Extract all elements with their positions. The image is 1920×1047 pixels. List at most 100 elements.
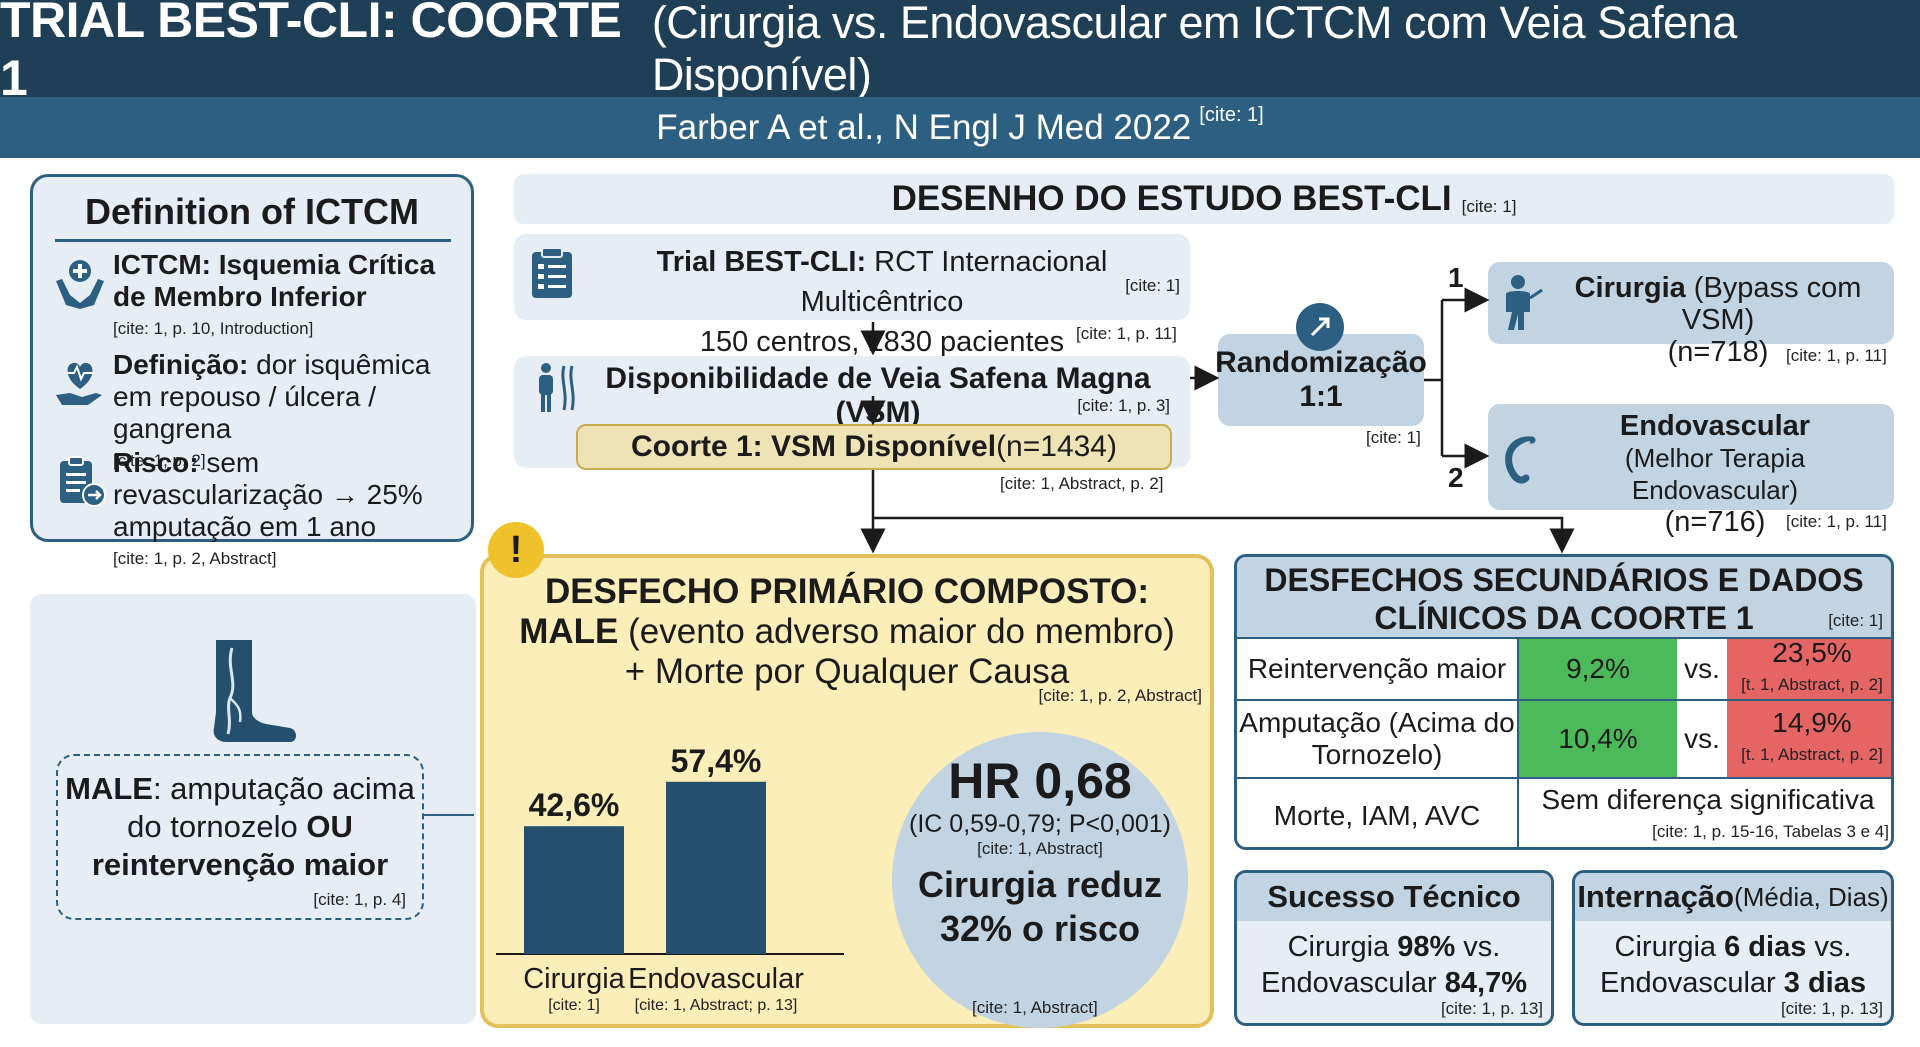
rand-cite: [cite: 1] <box>1366 428 1421 447</box>
endo-arm-text: Endovascular (Melhor Terapia Endovascula… <box>1540 410 1890 538</box>
coorte-text: (n=1434) <box>996 430 1117 463</box>
surgery-bold: Cirurgia <box>1574 272 1686 304</box>
endo-value-cite: [t. 1, Abstract, p. 2] <box>1741 675 1883 694</box>
subtitle-cite: [cite: 1] <box>1199 104 1264 126</box>
primary-title-male: MALE <box>519 612 619 651</box>
risco-text: sem revascularização → 25% amputação em … <box>113 447 423 542</box>
surgery-n: (n=718) <box>1667 336 1769 368</box>
trial-bold: Trial BEST-CLI: <box>656 246 867 278</box>
endo-cite: [cite: 1, p. 11] <box>1786 512 1887 531</box>
definicao-text: dor isquêmica em repouso / úlcera / gang… <box>113 349 431 444</box>
category-label: Endovascular <box>628 963 804 995</box>
definition-item-definicao: Definição: dor isquêmica em repouso / úl… <box>47 349 467 477</box>
primary-bar-chart: 42,6% Cirurgia [cite: 1] 57,4% Endovascular [… <box>496 743 844 1014</box>
arm-1-number: 1 <box>1448 262 1464 293</box>
no-difference-cite: [cite: 1, p. 15-16, Tabelas 3 e 4] <box>1652 822 1889 841</box>
vs-label: vs. <box>1684 653 1720 684</box>
coorte-box: Coorte 1: VSM Disponível (n=1434) <box>576 424 1172 470</box>
rand-line1: Randomização <box>1215 346 1427 379</box>
hands-care-icon <box>47 249 113 345</box>
vs-label: vs. <box>1684 723 1720 754</box>
stay-line2: Endovascular <box>1600 967 1784 999</box>
design-title-bar: DESENHO DO ESTUDO BEST-CLI [cite: 1] <box>514 174 1894 224</box>
definition-title: Definition of ICTCM <box>85 191 419 232</box>
male-bold2: OU reintervenção maior <box>91 809 389 882</box>
trial-cite-below: [cite: 1, p. 11] <box>1076 324 1177 343</box>
surgeon-icon <box>1502 272 1546 337</box>
endo-value-cell: 23,5% [t. 1, Abstract, p. 2] <box>1727 637 1891 699</box>
trial-box: Trial BEST-CLI: RCT Internacional Multic… <box>514 234 1190 358</box>
endo-desc: (Melhor Terapia Endovascular) <box>1624 443 1806 505</box>
definicao-cite: [cite: 1, p. 2] <box>113 451 206 470</box>
heart-pulse-hand-icon <box>47 349 113 477</box>
endo-value: 14,9% <box>1772 707 1852 738</box>
row-label: Morte, IAM, AVC <box>1273 800 1481 831</box>
title-rest: (Cirurgia vs. Endovascular em ICTCM com … <box>651 0 1737 100</box>
bar-endovascular <box>666 781 766 954</box>
secondary-title-line2: CLÍNICOS DA COORTE 1 <box>1374 600 1754 636</box>
stay-title-bold: Internação <box>1577 879 1735 914</box>
hospital-stay-title: Internação (Média, Dias) <box>1575 873 1891 921</box>
ictcm-cite: [cite: 1, p. 10, Introduction] <box>113 319 314 338</box>
category-cite: [cite: 1] <box>548 997 600 1014</box>
design-title: DESENHO DO ESTUDO BEST-CLI <box>891 179 1452 218</box>
stay-title-text: (Média, Dias) <box>1734 881 1889 912</box>
technical-success-panel: Sucesso Técnico Cirurgia 98% vs. Endovas… <box>1234 870 1554 1026</box>
male-text1: : amputação acima do tornozelo <box>127 771 415 844</box>
title-bar: TRIAL BEST-CLI: COORTE 1 (Cirurgia vs. E… <box>0 0 1920 106</box>
tech-line2: Endovascular <box>1260 967 1445 999</box>
definition-item-ictcm: ICTCM: Isquemia Crítica de Membro Inferi… <box>47 249 467 345</box>
subtitle: Farber A et al., N Engl J Med 2022 <box>656 107 1192 147</box>
warning-icon: ! <box>488 522 544 578</box>
bar-cirurgia <box>524 826 624 954</box>
hazard-ratio: HR 0,68 <box>948 753 1132 809</box>
conclusion-line2: 32% o risco <box>939 908 1141 949</box>
hospital-stay-panel: Internação (Média, Dias) Cirurgia 6 dias… <box>1572 870 1894 1026</box>
no-difference-cell: Sem diferença significativa [cite: 1, p.… <box>1517 779 1891 847</box>
primary-title: DESFECHO PRIMÁRIO COMPOSTO: MALE (evento… <box>484 572 1210 692</box>
primary-title-line1: DESFECHO PRIMÁRIO COMPOSTO: <box>544 572 1150 611</box>
definicao-bold: Definição: <box>113 349 249 380</box>
trial-desc: RCT Internacional Multicêntrico <box>800 246 1108 318</box>
ictcm-bold: ICTCM: Isquemia Crítica de Membro Inferi… <box>113 249 436 312</box>
endo-value-cite: [t. 1, Abstract, p. 2] <box>1741 745 1883 764</box>
row-label: Reintervenção maior <box>1247 653 1507 684</box>
tech-endo-value: 84,7% <box>1444 967 1527 999</box>
bar-value-label: 57,4% <box>671 743 762 779</box>
subtitle-bar: Farber A et al., N Engl J Med 2022 [cite… <box>0 97 1920 158</box>
primary-title-line2: (evento adverso maior do membro) <box>618 612 1175 651</box>
tech-vs: vs. <box>1455 931 1501 963</box>
vsm-cite: [cite: 1, p. 3] <box>1077 396 1170 415</box>
male-definition-box: MALE: amputação acima do tornozelo OU re… <box>56 754 424 920</box>
hazard-ratio-ci: (IC 0,59-0,79; P<0,001) <box>909 810 1171 838</box>
endo-value: 23,5% <box>1772 637 1852 668</box>
surgery-value: 9,2% <box>1517 639 1677 699</box>
rand-line2: 1:1 <box>1299 380 1343 413</box>
tech-surgery-value: 98% <box>1397 931 1456 963</box>
conclusion: Cirurgia reduz 32% o risco <box>892 863 1188 951</box>
male-cite: [cite: 1, p. 4] <box>313 890 406 909</box>
risco-cite: [cite: 1, p. 2, Abstract] <box>113 549 277 568</box>
hazard-ratio-circle: HR 0,68 (IC 0,59-0,79; P<0,001) [cite: 1… <box>892 732 1188 1028</box>
male-bold1: MALE <box>65 771 153 806</box>
table-row: Morte, IAM, AVC Sem diferença significat… <box>1237 777 1891 847</box>
endovascular-arm-box: Endovascular (Melhor Terapia Endovascula… <box>1488 404 1894 538</box>
technical-success-title: Sucesso Técnico <box>1237 873 1551 921</box>
clipboard-risk-icon <box>47 447 113 575</box>
no-difference-text: Sem diferença significativa <box>1541 784 1875 815</box>
table-row: Amputação (Acima do Tornozelo) 10,4% vs.… <box>1237 699 1891 777</box>
surgery-arm-box: Cirurgia (Bypass com VSM) (n=718) <box>1488 262 1894 368</box>
leg-vessel-icon <box>534 362 580 419</box>
trial-text: Trial BEST-CLI: RCT Internacional Multic… <box>592 242 1172 362</box>
male-definition-text: MALE: amputação acima do tornozelo OU re… <box>58 770 422 884</box>
category-label: Cirurgia <box>523 963 625 995</box>
male-connector-line <box>424 814 474 816</box>
surgery-value: 10,4% <box>1517 701 1677 777</box>
category-cite: [cite: 1, Abstract; p. 13] <box>635 997 798 1014</box>
technical-success-text: Cirurgia 98% vs. Endovascular 84,7% <box>1237 929 1551 1001</box>
random-arrow-icon <box>1296 303 1344 351</box>
row-label: Amputação (Acima do Tornozelo) <box>1239 707 1515 770</box>
primary-title-line3: + Morte por Qualquer Causa <box>624 652 1070 691</box>
surgery-cite: [cite: 1, p. 11] <box>1786 346 1887 365</box>
hospital-stay-text: Cirurgia 6 dias vs. Endovascular 3 dias <box>1575 929 1891 1001</box>
